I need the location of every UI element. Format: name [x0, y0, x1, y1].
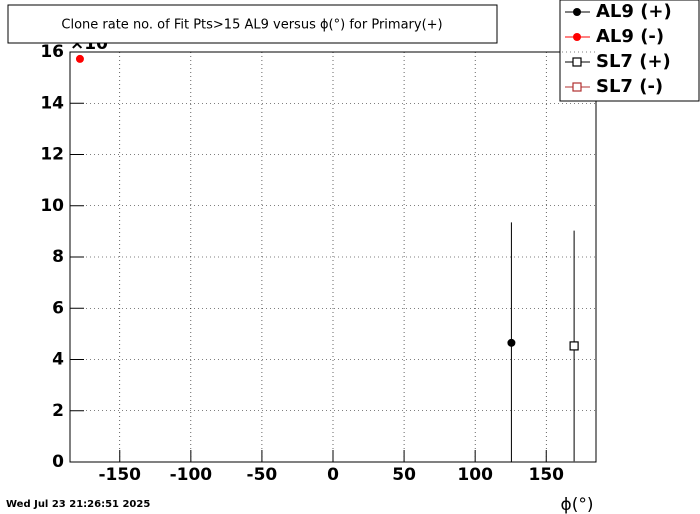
y-tick-label: 14	[40, 93, 64, 113]
chart-title: Clone rate no. of Fit Pts>15 AL9 versus …	[61, 18, 442, 33]
x-tick-label: -100	[170, 465, 213, 485]
y-tick-label: 0	[52, 452, 64, 472]
y-tick-label: 16	[40, 42, 64, 62]
legend-marker	[573, 8, 581, 16]
x-tick-label: -50	[247, 465, 278, 485]
legend-marker	[572, 82, 582, 92]
x-tick-label: 50	[392, 465, 416, 485]
x-tick-label: 0	[327, 465, 339, 485]
legend-label: AL9 (+)	[596, 1, 672, 22]
y-tick-label: 12	[40, 145, 64, 165]
timestamp: Wed Jul 23 21:26:51 2025	[6, 499, 150, 510]
y-tick-label: 10	[40, 196, 64, 216]
legend-marker	[573, 33, 581, 41]
y-tick-label: 2	[52, 401, 64, 421]
y-tick-label: 4	[52, 350, 64, 370]
y-tick-label: 6	[52, 298, 64, 318]
data-point	[75, 54, 84, 63]
legend-marker	[572, 57, 582, 67]
data-point	[507, 338, 516, 347]
legend-box	[559, 0, 700, 102]
title-box	[7, 4, 498, 44]
legend-label: SL7 (+)	[596, 51, 671, 72]
x-tick-label: 100	[457, 465, 493, 485]
x-tick-label: 150	[528, 465, 564, 485]
legend-label: SL7 (-)	[596, 76, 663, 97]
y-tick-label: 8	[52, 247, 64, 267]
data-point	[569, 341, 579, 351]
x-tick-label: -150	[98, 465, 141, 485]
x-axis-title: ϕ(°)	[561, 495, 594, 514]
legend-label: AL9 (-)	[596, 26, 664, 47]
